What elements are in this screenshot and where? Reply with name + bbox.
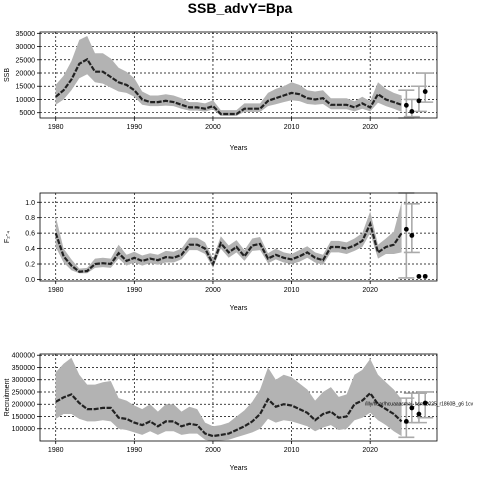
- y-tick-label: 0.0: [25, 277, 35, 284]
- forecast-point: [409, 233, 415, 238]
- y-tick-label: 35000: [16, 31, 36, 38]
- plot-frame: [39, 31, 438, 119]
- plot-frame: [39, 353, 438, 442]
- x-tick-label: 2000: [205, 447, 221, 454]
- figure-title: SSB_advY=Bpa: [188, 0, 293, 16]
- y-tick-label: 1.0: [25, 200, 35, 207]
- y-tick-label: 15000: [16, 84, 36, 91]
- y-tick-label: 0.4: [25, 246, 35, 253]
- x-tick-label: 2020: [362, 447, 378, 454]
- x-tick-label: 2010: [284, 287, 300, 294]
- x-tick-label: 1980: [48, 287, 64, 294]
- x-tick-label: 2020: [362, 124, 378, 131]
- y-tick-label: 5000: [19, 110, 35, 117]
- x-tick-label: 2020: [362, 287, 378, 294]
- forecast-point: [422, 400, 428, 406]
- y-tick-label: 400000: [12, 353, 35, 360]
- y-tick-label: 350000: [12, 365, 35, 372]
- forecast-point: [416, 273, 422, 279]
- forecast-point: [409, 108, 415, 114]
- confidence-band: [55, 36, 402, 116]
- y-tick-label: 100000: [12, 426, 35, 433]
- x-tick-label: 1980: [48, 447, 64, 454]
- y-tick-label: 0.2: [25, 262, 35, 269]
- x-tick-label: 1980: [48, 124, 64, 131]
- forecast-point: [416, 98, 422, 104]
- y-tick-label: 30000: [16, 44, 36, 51]
- estimate-line: [54, 57, 402, 116]
- plot-frame: [39, 192, 438, 282]
- y-tick-label: 150000: [12, 414, 35, 421]
- y-tick-label: 200000: [12, 402, 35, 409]
- forecast-point: [422, 89, 428, 94]
- y-tick-label: 250000: [12, 389, 35, 396]
- estimate-line: [54, 220, 403, 273]
- y-tick-label: 0.8: [25, 215, 35, 222]
- forecast-point: [416, 411, 422, 417]
- x-axis-label: Years: [230, 305, 248, 312]
- f-panel: 1980 1990 2000 2010 2020 0.0 0.2 0.4 0.6 0.8 1.0 Ye…: [4, 192, 438, 312]
- ssb-panel: 1980 1990 2000 2010 2020 5000 10000 15000 20000 2…: [4, 31, 438, 152]
- confidence-band: [55, 202, 402, 274]
- y-tick-label: 10000: [16, 97, 36, 104]
- x-tick-label: 2010: [284, 447, 300, 454]
- forecast-point: [422, 273, 428, 279]
- x-tick-label: 2000: [205, 287, 221, 294]
- forecast-point: [409, 405, 415, 411]
- forecast-point: [403, 226, 409, 232]
- x-axis-label: Years: [230, 145, 248, 152]
- y-tick-label: 0.6: [25, 231, 35, 238]
- y-axis-label: SSB: [4, 68, 11, 82]
- x-axis-label: Years: [230, 465, 248, 472]
- y-tick-label: 20000: [16, 71, 36, 78]
- forecast-point: [403, 102, 409, 108]
- recruitment-panel: 1980 1990 2000 2010 2020 100000 150000 200000 25…: [4, 353, 474, 472]
- x-tick-label: 1990: [127, 124, 143, 131]
- run-annotation: /illy/haar/hcuaaasmai_hsm/2025_r1860B_g6…: [365, 401, 474, 407]
- y-tick-label: 25000: [16, 57, 36, 64]
- x-tick-label: 1990: [127, 287, 143, 294]
- x-tick-label: 2010: [284, 124, 300, 131]
- x-tick-label: 2000: [205, 124, 221, 131]
- y-axis-label: F₂-₄: [4, 231, 11, 243]
- y-axis-label: Recruitment: [4, 379, 11, 417]
- forecast-point: [403, 418, 409, 424]
- estimate-line: [55, 391, 403, 438]
- x-tick-label: 1990: [127, 447, 143, 454]
- y-tick-label: 300000: [12, 377, 35, 384]
